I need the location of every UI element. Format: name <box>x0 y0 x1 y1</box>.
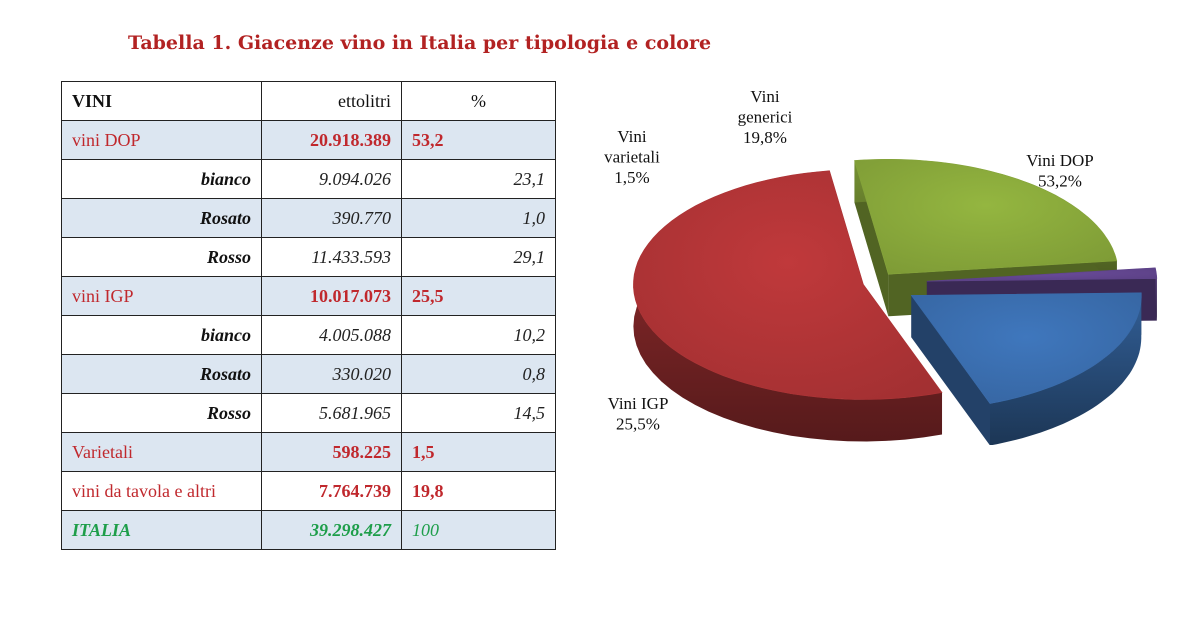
row-ettolitri: 4.005.088 <box>261 315 402 355</box>
table-row: ITALIA 39.298.427 100 <box>61 510 556 550</box>
row-percent: 14,5 <box>401 393 556 433</box>
header-ettolitri: ettolitri <box>261 81 402 121</box>
row-name: vini DOP <box>61 120 262 160</box>
row-percent: 100 <box>401 510 556 550</box>
row-ettolitri: 10.017.073 <box>261 276 402 316</box>
row-ettolitri: 9.094.026 <box>261 159 402 199</box>
table-row: Varietali 598.225 1,5 <box>61 432 556 472</box>
row-ettolitri: 11.433.593 <box>261 237 402 277</box>
table-row: Rosso 11.433.593 29,1 <box>61 237 556 277</box>
row-name: vini IGP <box>61 276 262 316</box>
row-name: Varietali <box>61 432 262 472</box>
pie-slice-vini-generici <box>910 292 1142 404</box>
row-percent: 23,1 <box>401 159 556 199</box>
row-percent: 53,2 <box>401 120 556 160</box>
row-name: vini da tavola e altri <box>61 471 262 511</box>
row-ettolitri: 390.770 <box>261 198 402 238</box>
table-row: Rosato 330.020 0,8 <box>61 354 556 394</box>
row-percent: 29,1 <box>401 237 556 277</box>
table-row: Rosso 5.681.965 14,5 <box>61 393 556 433</box>
pie-label: Vini DOP 53,2% <box>1026 151 1093 190</box>
table-header-row: VINI ettolitri % <box>61 81 556 121</box>
row-percent: 19,8 <box>401 471 556 511</box>
pie-slice-vini-igp <box>854 159 1118 275</box>
row-ettolitri: 7.764.739 <box>261 471 402 511</box>
row-name: Rosato <box>61 354 262 394</box>
row-name: bianco <box>61 159 262 199</box>
row-name: ITALIA <box>61 510 262 550</box>
pie-chart: Vini DOP 53,2% Vini IGP 25,5% Vini varietali 1… <box>604 87 1158 445</box>
row-name: Rosato <box>61 198 262 238</box>
pie-slice-vini-dop <box>633 170 943 400</box>
pie-slice-vini-varietali <box>926 267 1158 282</box>
row-ettolitri: 5.681.965 <box>261 393 402 433</box>
table-row: bianco 9.094.026 23,1 <box>61 159 556 199</box>
row-percent: 25,5 <box>401 276 556 316</box>
row-ettolitri: 598.225 <box>261 432 402 472</box>
table-row: vini da tavola e altri 7.764.739 19,8 <box>61 471 556 511</box>
header-percent: % <box>401 81 556 121</box>
pie-label: Vini generici 19,8% <box>738 87 793 147</box>
row-percent: 1,5 <box>401 432 556 472</box>
pie-label: Vini IGP 25,5% <box>608 394 669 433</box>
header-vini: VINI <box>61 81 262 121</box>
wine-stock-table: VINI ettolitri % vini DOP 20.918.389 53,2 b… <box>61 81 556 550</box>
row-percent: 10,2 <box>401 315 556 355</box>
row-percent: 1,0 <box>401 198 556 238</box>
table-row: vini DOP 20.918.389 53,2 <box>61 120 556 160</box>
pie-label: Vini varietali 1,5% <box>604 127 660 187</box>
table-row: bianco 4.005.088 10,2 <box>61 315 556 355</box>
table-body: vini DOP 20.918.389 53,2 bianco 9.094.026 23,… <box>61 120 556 550</box>
row-name: Rosso <box>61 393 262 433</box>
row-ettolitri: 330.020 <box>261 354 402 394</box>
table-row: Rosato 390.770 1,0 <box>61 198 556 238</box>
row-ettolitri: 20.918.389 <box>261 120 402 160</box>
row-ettolitri: 39.298.427 <box>261 510 402 550</box>
row-percent: 0,8 <box>401 354 556 394</box>
row-name: Rosso <box>61 237 262 277</box>
row-name: bianco <box>61 315 262 355</box>
table-row: vini IGP 10.017.073 25,5 <box>61 276 556 316</box>
chart-title: Tabella 1. Giacenze vino in Italia per t… <box>128 32 712 54</box>
